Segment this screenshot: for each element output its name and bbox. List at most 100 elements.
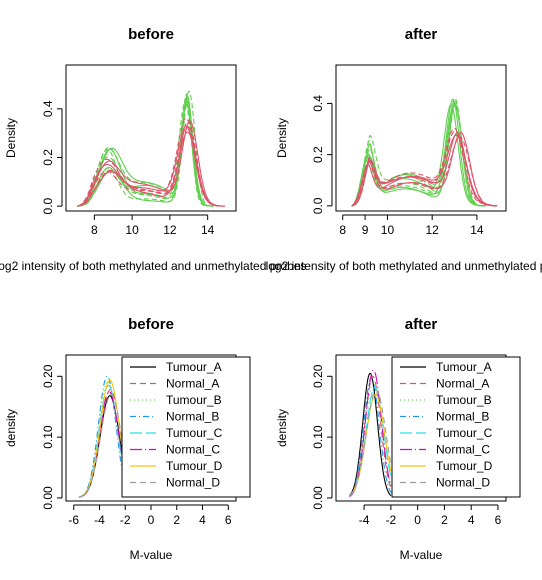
legend-box [121,356,251,498]
legend-label: Tumour_A [166,360,222,374]
series-line [78,379,125,498]
x-tick-label: -2 [386,513,397,527]
x-tick-label: 6 [495,513,502,527]
legend-label: Tumour_C [166,426,223,440]
plot-frame [65,64,237,212]
legend-label: Tumour_A [436,360,492,374]
density-curves [351,97,498,207]
y-tick-label: 0.0 [311,197,325,214]
x-tick-label: -6 [68,513,79,527]
x-tick-label: -4 [359,513,370,527]
x-axis-label: M-value [400,548,443,562]
x-tick-label: 0 [148,513,155,527]
y-tick-label: 0.2 [311,146,325,163]
legend-box [391,356,521,498]
x-axis-label: log2 intensity of both methylated and un… [0,259,306,273]
series-line [78,375,125,498]
density-curve [351,134,498,207]
y-axis-label: Density [4,118,18,158]
y-tick-label: 0.10 [311,425,325,449]
chart-title: after [405,316,438,333]
x-tick-label: 4 [468,513,475,527]
x-tick-label: 4 [199,513,206,527]
y-axis-ticks: 0.00 0.10 0.20 [311,364,333,510]
legend-label: Normal_B [436,410,489,424]
x-axis-ticks: 8 10 12 14 [91,214,215,237]
x-axis-ticks: -6 -4 -2 0 2 4 6 [68,504,232,527]
density-curve [351,104,486,207]
chart-title: before [128,316,174,333]
density-curve [77,96,214,207]
x-tick-label: -2 [120,513,131,527]
x-tick-label: 10 [381,223,395,237]
chart-title: before [128,26,174,43]
x-tick-label: 12 [426,223,440,237]
x-tick-label: 9 [362,223,369,237]
plot-frame [335,64,507,212]
density-curve [77,120,225,207]
density-curve [77,101,214,207]
panel-mvalue-before: before density M-value -6 -4 -2 0 2 4 6 0.000.… [4,316,251,562]
series-line [78,394,125,498]
legend-label: Normal_D [436,476,490,490]
y-tick-label: 0.00 [311,486,325,510]
y-tick-label: 0.20 [41,364,55,388]
x-tick-label: 6 [225,513,232,527]
y-tick-label: 0.20 [311,364,325,388]
x-axis-ticks: 8 9 10 12 14 [339,214,484,237]
y-axis-ticks: 0.00 0.10 0.20 [41,364,63,510]
y-axis-label: density [4,409,18,447]
y-axis-ticks: 0.0 0.2 0.4 [41,100,63,214]
density-curve [77,131,225,207]
y-tick-label: 0.10 [41,425,55,449]
legend-label: Tumour_D [166,459,223,473]
y-tick-label: 0.00 [41,486,55,510]
density-curve [77,90,214,207]
x-tick-label: -4 [94,513,105,527]
legend: Tumour_A Normal_A Tumour_B Normal_B Tumour_C… [121,356,251,498]
legend-label: Normal_C [436,443,490,457]
legend-label: Normal_B [166,410,219,424]
density-curves [78,375,125,498]
x-tick-label: 14 [470,223,484,237]
y-axis-ticks: 0.0 0.2 0.4 [311,95,333,214]
x-tick-label: 8 [91,223,98,237]
legend-label: Normal_D [166,476,220,490]
x-tick-label: 2 [173,513,180,527]
y-tick-label: 0.4 [311,95,325,112]
y-tick-label: 0.4 [41,100,55,117]
x-tick-label: 0 [414,513,421,527]
chart-title: after [405,26,438,43]
panel-density-before: before Density log2 intensity of both me… [0,26,306,273]
y-axis-label: density [275,409,289,447]
density-curves [349,369,392,497]
panel-mvalue-after: after density M-value -4 -2 0 2 4 6 0.000.100… [275,316,521,562]
series-line [349,381,392,497]
legend-label: Tumour_B [166,393,222,407]
x-tick-label: 10 [125,223,139,237]
density-curve [77,117,225,207]
series-line [349,369,392,497]
x-tick-label: 2 [441,513,448,527]
x-tick-label: 8 [339,223,346,237]
legend-label: Tumour_B [436,393,492,407]
density-curve [351,131,498,207]
legend-label: Normal_A [166,377,219,391]
density-curve [351,130,498,207]
y-tick-label: 0.0 [41,197,55,214]
legend-label: Normal_A [436,377,489,391]
x-tick-label: 14 [201,223,215,237]
x-axis-label: log2 intensity of both methylated and un… [266,259,542,273]
legend-label: Tumour_D [436,459,493,473]
legend-label: Normal_C [166,443,220,457]
legend: Tumour_A Normal_A Tumour_B Normal_B Tumour_C… [391,356,521,498]
series-line [349,372,392,497]
x-axis-label: M-value [130,548,173,562]
x-axis-ticks: -4 -2 0 2 4 6 [359,504,502,527]
panel-density-after: after Density log2 intensity of both met… [266,26,542,273]
y-tick-label: 0.2 [41,149,55,166]
series-line [349,389,392,497]
legend-label: Tumour_C [436,426,493,440]
x-tick-label: 12 [163,223,177,237]
